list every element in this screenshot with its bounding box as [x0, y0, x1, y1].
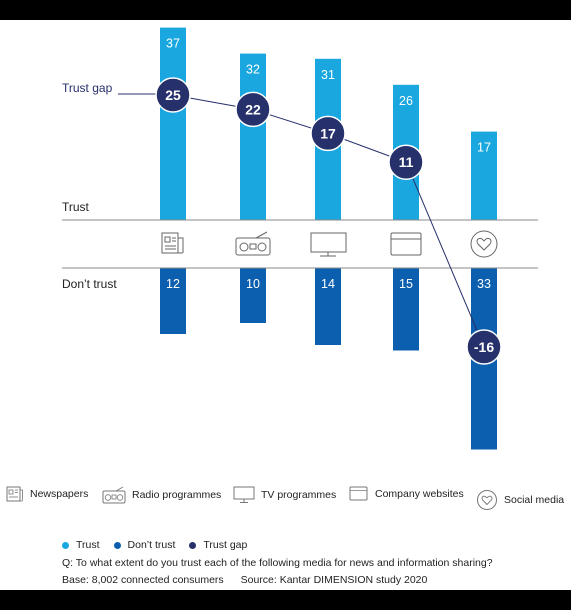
legend-label: Newspapers: [30, 488, 89, 500]
dont-trust-label: Don’t trust: [62, 277, 117, 291]
category-legend: Newspapers Radio programmes TV programme…: [0, 486, 571, 516]
trust-chart: 37 12 32 10 31 14 26 15 17 33 25 22 17 11 -16 Trust gap…: [62, 27, 538, 450]
trust-gap-marker: [310, 115, 346, 152]
heart-icon: [477, 490, 497, 510]
legend-dot: [189, 541, 197, 549]
legend-label: Trust gap: [203, 539, 248, 551]
trust-value-label: 31: [321, 68, 335, 82]
legend-label: Trust: [76, 539, 100, 551]
trust-bar: [471, 131, 497, 220]
legend-label: Social media: [504, 494, 565, 506]
radio-icon: [102, 486, 126, 504]
legend-item-social: Social media: [476, 489, 564, 511]
dont-trust-bar: [160, 268, 186, 334]
legend-dot: [62, 541, 69, 549]
source-note: Base: 8,002 connected consumers Source: …: [62, 574, 427, 586]
series-legend-trust-gap: Trust gap: [189, 539, 247, 551]
legend-item-newspapers: Newspapers: [6, 486, 88, 502]
trust-value-label: 26: [399, 94, 413, 108]
trust-gap-marker: [235, 91, 271, 128]
question-note: Q: To what extent do you trust each of t…: [62, 557, 493, 569]
trust-value-label: 17: [477, 141, 491, 155]
legend-item-radio: Radio programmes: [102, 486, 221, 504]
legend-label: Company websites: [375, 488, 464, 500]
trust-gap-value-label: 11: [399, 154, 414, 170]
dont-trust-value-label: 33: [477, 277, 491, 291]
trust-gap-marker: [466, 329, 502, 365]
series-legend: Trust Don’t trust Trust gap: [62, 539, 261, 551]
chart-frame: 37 12 32 10 31 14 26 15 17 33 25 22 17 11 -16 Trust gap…: [0, 20, 571, 590]
trust-gap-marker: [155, 77, 191, 113]
legend-item-tv: TV programmes: [233, 486, 336, 504]
icon-band: [62, 221, 538, 267]
legend-dot: [113, 541, 121, 549]
dont-trust-value-label: 12: [166, 277, 180, 291]
radio-icon: [235, 231, 271, 256]
tv-icon: [310, 232, 347, 257]
newspaper-icon: [6, 486, 23, 502]
trust-bar: [240, 53, 266, 220]
legend-label: TV programmes: [261, 489, 337, 501]
series-legend-dont-trust: Don’t trust: [113, 539, 176, 551]
legend-label: Don’t trust: [127, 539, 176, 551]
trust-gap-value-label: 25: [165, 87, 181, 103]
source-text: Source: Kantar DIMENSION study 2020: [240, 574, 428, 586]
browser-window-icon: [349, 486, 368, 501]
dont-trust-value-label: 10: [246, 277, 260, 291]
dont-trust-bar: [315, 268, 341, 345]
dont-trust-value-label: 15: [399, 277, 413, 291]
dont-trust-bar: [393, 268, 419, 351]
legend-item-websites: Company websites: [349, 486, 464, 502]
trust-gap-value-label: 22: [245, 101, 261, 117]
trust-value-label: 32: [246, 63, 260, 77]
series-legend-trust: Trust: [62, 539, 100, 551]
trust-value-label: 37: [166, 37, 180, 51]
trust-label: Trust: [62, 200, 90, 214]
base-note: Base: 8,002 connected consumers: [62, 574, 224, 586]
trust-bar: [160, 27, 186, 220]
browser-window-icon: [390, 232, 422, 256]
trust-gap-label: Trust gap: [62, 81, 113, 95]
dont-trust-value-label: 14: [321, 277, 335, 291]
trust-gap-value-label: 17: [320, 125, 336, 141]
newspaper-icon: [161, 232, 184, 254]
heart-icon: [470, 230, 498, 258]
tv-icon: [233, 486, 255, 503]
legend-label: Radio programmes: [132, 489, 222, 501]
dont-trust-bar: [240, 268, 266, 323]
trust-gap-marker: [388, 144, 424, 180]
trust-gap-value-label: -16: [474, 339, 494, 355]
